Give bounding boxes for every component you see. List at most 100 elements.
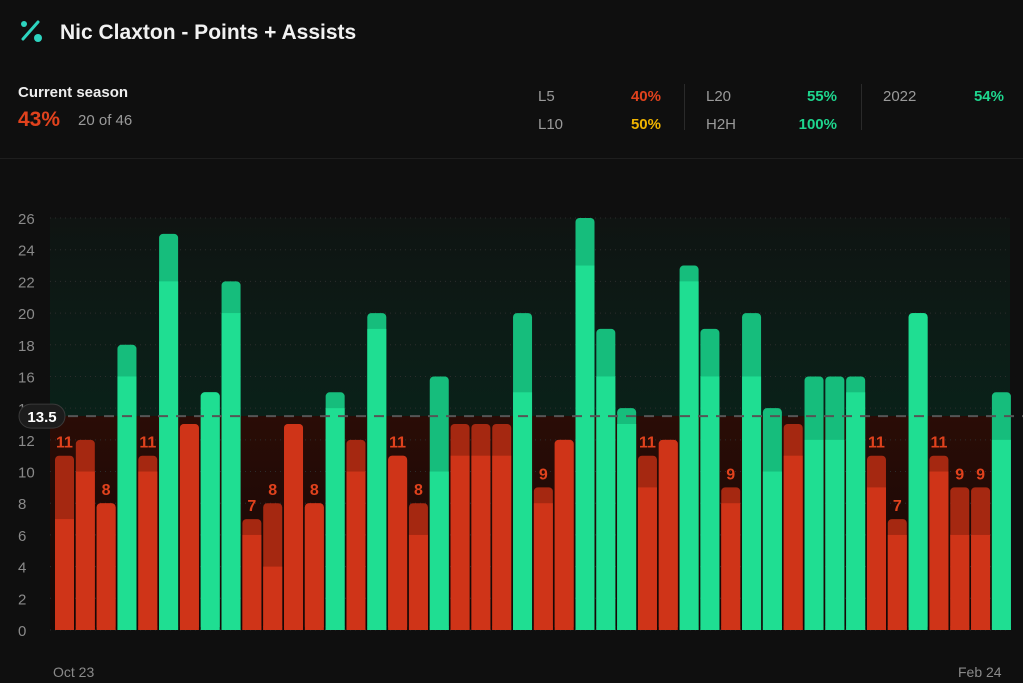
bar-points bbox=[200, 392, 220, 630]
page-title: Nic Claxton - Points + Assists bbox=[60, 21, 357, 44]
bar-points bbox=[554, 439, 574, 630]
bar-points bbox=[596, 376, 616, 630]
bar-value-label: 8 bbox=[310, 482, 319, 499]
bar-value-label: 11 bbox=[930, 435, 947, 452]
bar-base bbox=[658, 626, 678, 630]
bar-base bbox=[721, 626, 741, 630]
split-label-2022[interactable]: 2022 bbox=[883, 88, 917, 105]
bar-points bbox=[513, 392, 533, 630]
bar-base bbox=[971, 626, 991, 630]
split-value-l5: 40% bbox=[630, 88, 661, 105]
bar-base bbox=[242, 626, 262, 630]
split-label-l10[interactable]: L10 bbox=[538, 116, 564, 133]
bar-base bbox=[304, 626, 324, 630]
y-tick-label: 10 bbox=[18, 465, 35, 482]
bar-points bbox=[825, 439, 845, 630]
split-value-l10: 50% bbox=[630, 116, 661, 133]
bar-points bbox=[991, 439, 1011, 630]
bar-points bbox=[846, 392, 866, 630]
season-label: Current season bbox=[18, 84, 129, 101]
bar-base bbox=[554, 626, 574, 630]
bar-points bbox=[908, 313, 928, 630]
bar-base bbox=[388, 626, 408, 630]
bar-base bbox=[179, 626, 199, 630]
header: Nic Claxton - Points + Assists bbox=[0, 0, 1023, 66]
bar-points bbox=[388, 455, 408, 630]
x-end-label: Feb 24 bbox=[958, 664, 1002, 680]
split-value-h2h: 100% bbox=[798, 116, 837, 133]
threshold-label: 13.5 bbox=[27, 409, 56, 426]
bar-value-label: 11 bbox=[139, 435, 156, 452]
bar-base bbox=[159, 626, 179, 630]
y-tick-label: 26 bbox=[18, 211, 35, 228]
bar-points bbox=[221, 313, 241, 630]
bar-points bbox=[783, 455, 803, 630]
bar-points bbox=[471, 455, 491, 630]
bar-base bbox=[700, 626, 720, 630]
bar-value-label: 8 bbox=[414, 482, 423, 499]
bar-points bbox=[304, 503, 324, 630]
y-tick-label: 4 bbox=[18, 560, 26, 577]
bar-points bbox=[492, 455, 512, 630]
bar-points bbox=[96, 503, 116, 630]
y-tick-label: 8 bbox=[18, 496, 26, 513]
split-label-l20[interactable]: L20 bbox=[706, 88, 732, 105]
bar-base bbox=[887, 626, 907, 630]
bar-base bbox=[617, 626, 637, 630]
bar-base bbox=[408, 626, 428, 630]
bar-value-label: 11 bbox=[56, 435, 73, 452]
bar-points bbox=[138, 471, 158, 630]
bar-base bbox=[117, 626, 137, 630]
bar-base bbox=[825, 626, 845, 630]
bar-base bbox=[513, 626, 533, 630]
bar-base bbox=[200, 626, 220, 630]
bar-base bbox=[284, 626, 304, 630]
y-tick-label: 12 bbox=[18, 433, 35, 450]
y-tick-label: 6 bbox=[18, 528, 26, 545]
bar-points bbox=[75, 471, 95, 630]
percent-icon bbox=[21, 20, 42, 42]
split-label-l5[interactable]: L5 bbox=[538, 88, 555, 105]
bar-points bbox=[346, 471, 366, 630]
divider bbox=[861, 84, 862, 130]
bar-base bbox=[450, 626, 470, 630]
bar-points bbox=[929, 471, 949, 630]
bar-value-label: 8 bbox=[102, 482, 111, 499]
y-tick-label: 16 bbox=[18, 369, 35, 386]
bar-points bbox=[325, 408, 345, 630]
split-label-h2h[interactable]: H2H bbox=[706, 116, 737, 133]
bar-points bbox=[575, 265, 595, 630]
y-tick-label: 2 bbox=[18, 591, 26, 608]
bar-points bbox=[950, 534, 970, 630]
bar-base bbox=[429, 626, 449, 630]
bar-points bbox=[429, 471, 449, 630]
bar-value-label: 8 bbox=[268, 482, 277, 499]
bar-base bbox=[742, 626, 762, 630]
y-tick-label: 0 bbox=[18, 623, 26, 640]
split-value-2022: 54% bbox=[973, 88, 1004, 105]
bar-base bbox=[471, 626, 491, 630]
bar-base bbox=[221, 626, 241, 630]
bar-base bbox=[55, 626, 74, 630]
bar-points bbox=[263, 566, 283, 630]
bar-base bbox=[908, 626, 928, 630]
bar-base bbox=[637, 626, 657, 630]
season-hit-rate: 43% bbox=[18, 108, 61, 131]
bar-points bbox=[804, 439, 824, 630]
bar-points bbox=[742, 376, 762, 630]
bar-value-label: 9 bbox=[726, 466, 735, 483]
bar-points bbox=[866, 487, 886, 630]
threshold-badge bbox=[18, 403, 66, 429]
bar-base bbox=[846, 626, 866, 630]
bar-base bbox=[138, 626, 158, 630]
bar-points bbox=[450, 455, 470, 630]
bar-points bbox=[887, 534, 907, 630]
bar-points bbox=[721, 503, 741, 630]
bar-chart: 0246810121416182022242611811788118911911… bbox=[18, 211, 1023, 640]
bar-points bbox=[637, 487, 657, 630]
bar-points bbox=[762, 471, 782, 630]
bar-points bbox=[55, 519, 74, 630]
bar-points bbox=[367, 328, 387, 630]
bar-base bbox=[75, 626, 95, 630]
bar-base bbox=[533, 626, 553, 630]
